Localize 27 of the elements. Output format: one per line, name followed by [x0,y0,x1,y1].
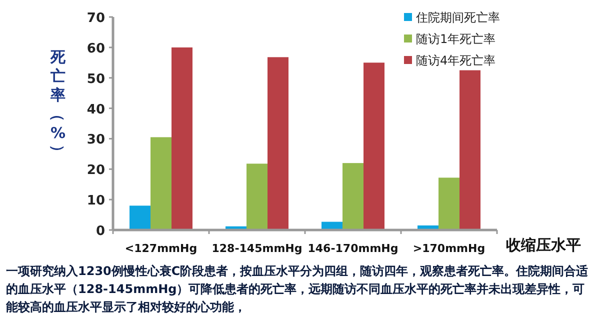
y-axis-title: 死亡率（%） [49,48,67,160]
x-tick-label: 128-145mmHg [212,242,302,255]
bar [246,164,268,230]
y-tick-label: 0 [96,224,105,239]
bar [342,163,364,230]
x-tick-label: <127mmHg [124,242,198,255]
y-tick-label: 70 [86,11,105,26]
bar [150,137,172,230]
bar [172,47,192,230]
legend-label: 住院期间死亡率 [415,10,500,24]
y-tick-label: 10 [86,194,105,209]
bar [364,62,384,230]
legend-label: 随访4年死亡率 [416,54,496,68]
text: 一项研究纳入1230例慢性心衰C阶段患者，按血压水平分为四组，随访四年，观察患者死亡率。住院期间合适的血压水平（128-145mmHg）可降低患者的死亡率，远期随访不同血压水平的死亡率并未出现差异性，可能较高的血压水平显示了相对较好的心功能， [6,263,590,316]
y-tick-label: 20 [86,163,105,178]
y-tick-label: 40 [86,102,105,118]
x-axis-title: 收缩压水平 [506,236,581,254]
y-tick-label: 30 [86,132,105,148]
bar [268,57,288,230]
x-tick-label: 146-170mmHg [308,242,398,255]
bar [460,70,480,230]
y-tick-label: 60 [86,41,105,56]
bar [130,206,150,230]
y-tick-label: 50 [86,72,105,87]
x-tick-label: >170mmHg [412,242,486,255]
legend-label: 随访1年死亡率 [416,32,496,46]
bar [438,178,460,230]
